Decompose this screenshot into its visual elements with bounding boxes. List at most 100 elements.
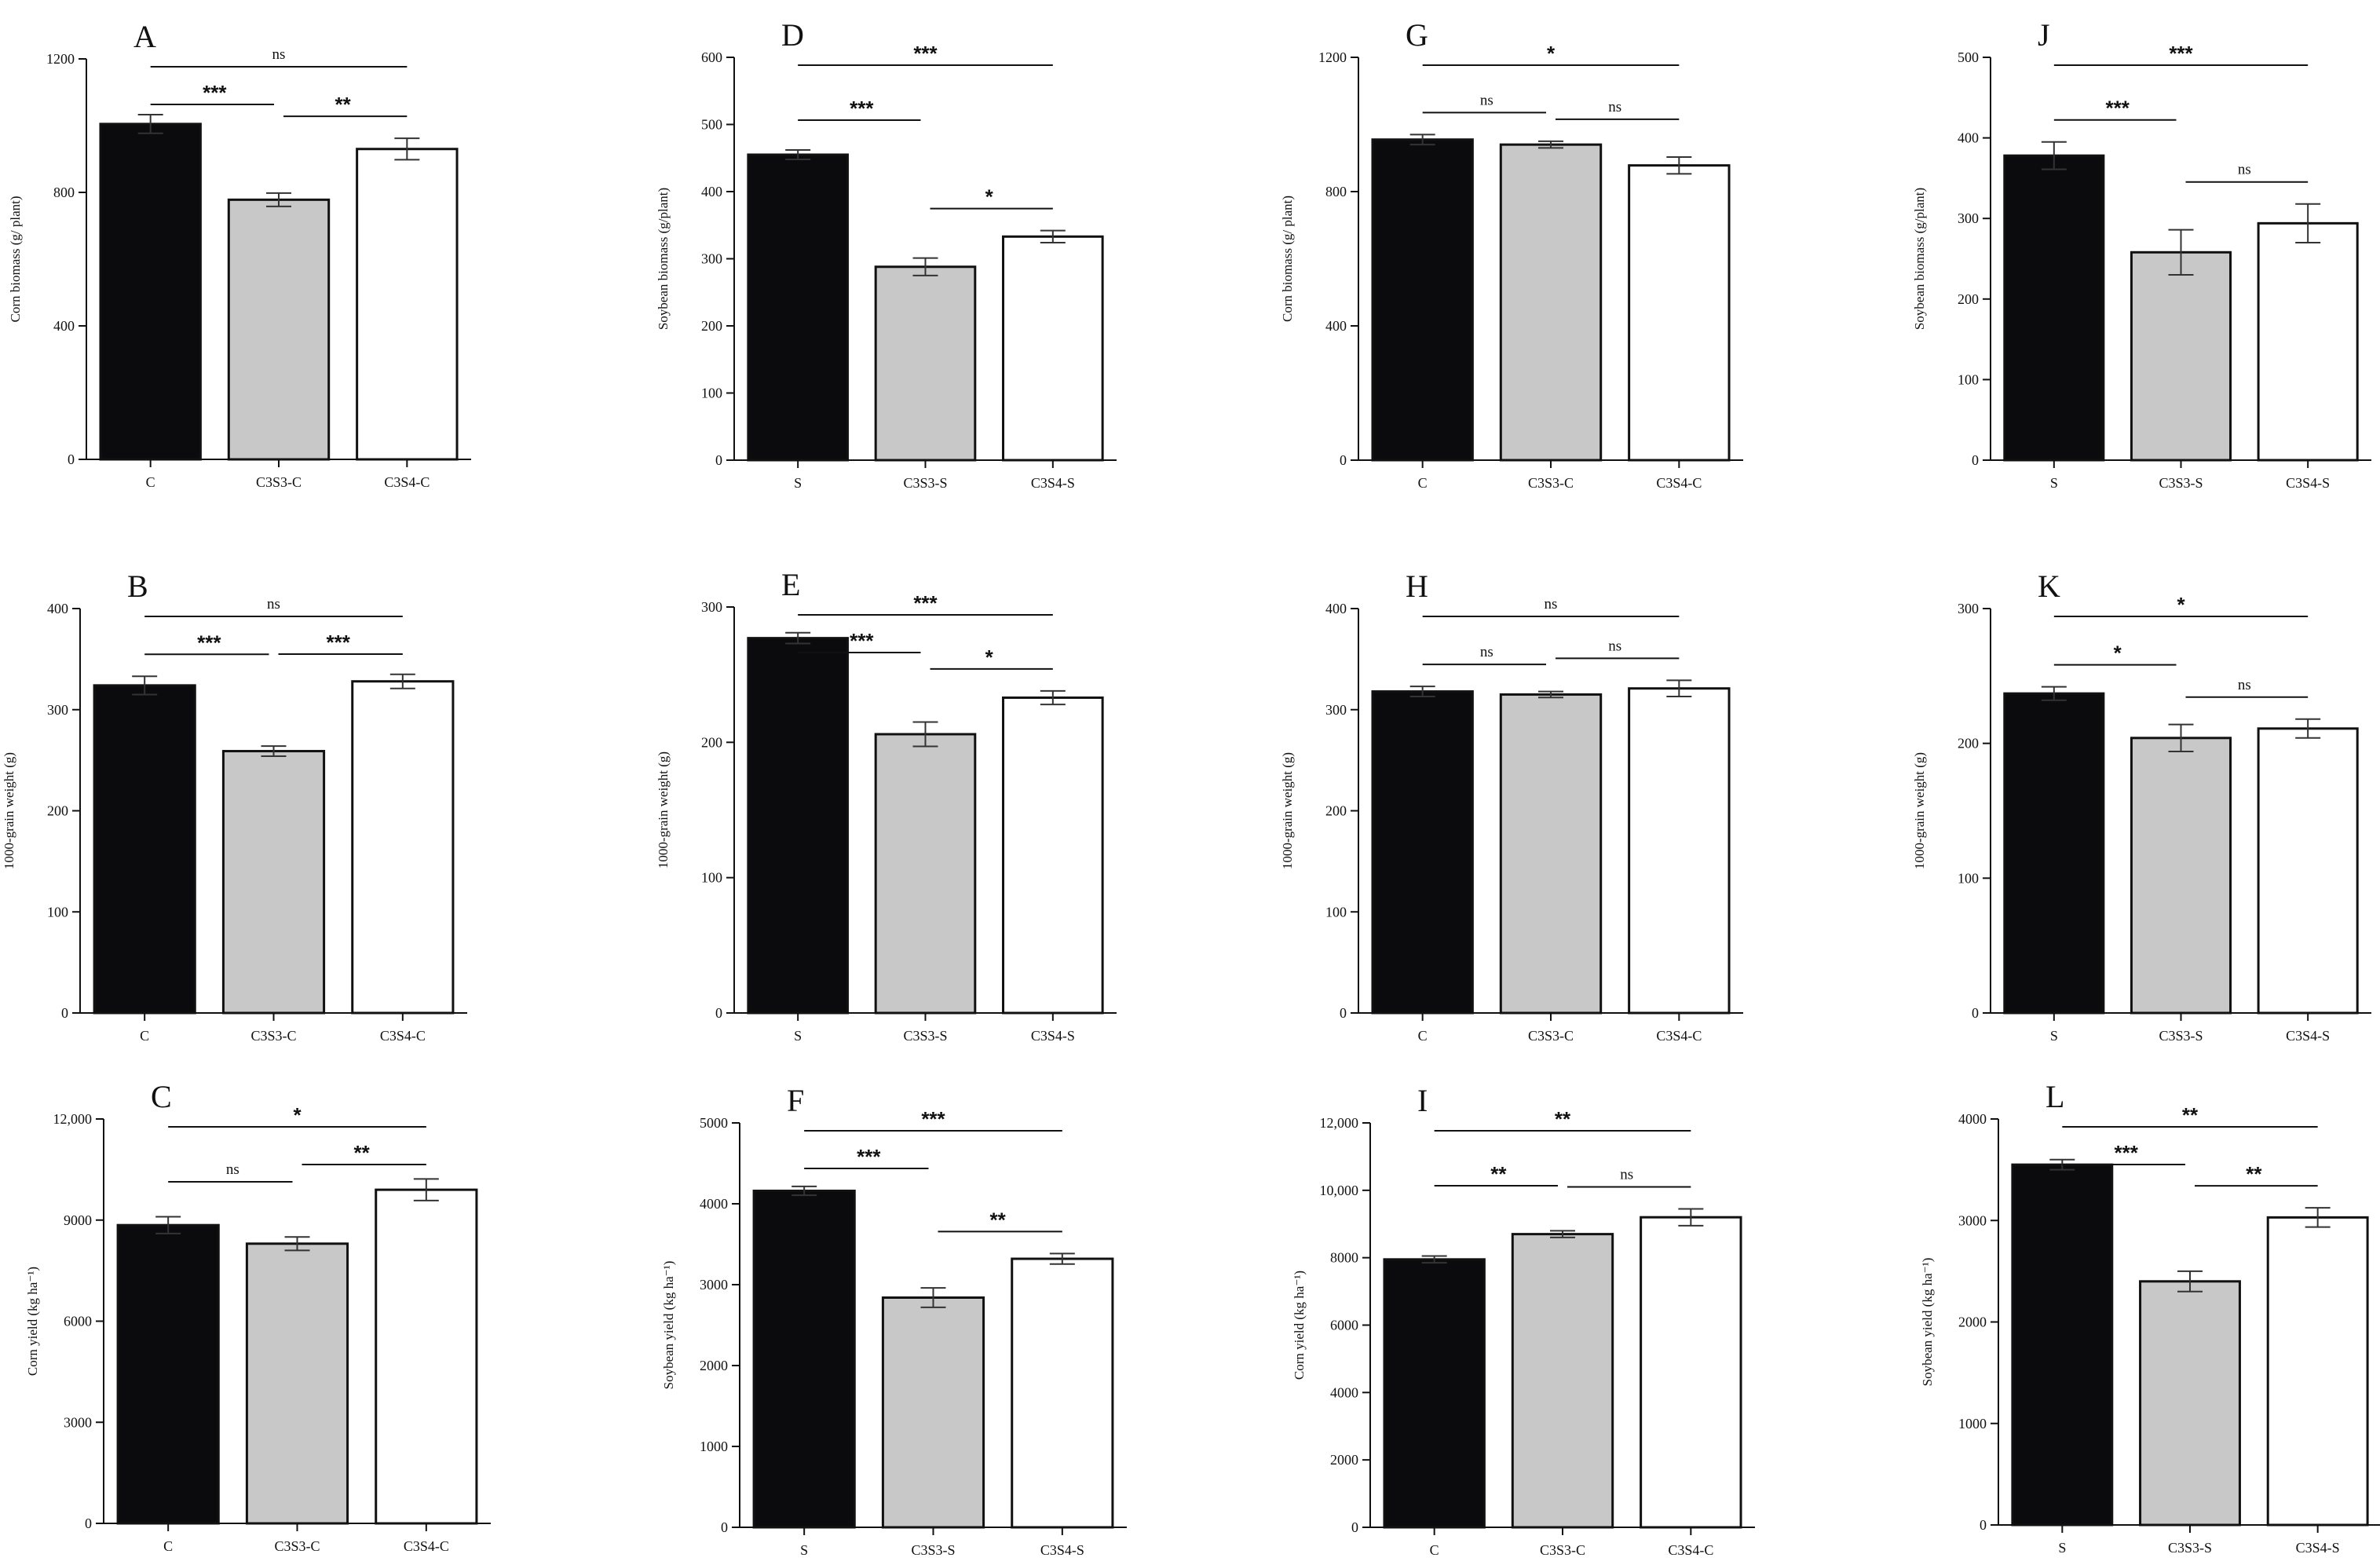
significance-label: ns — [2238, 162, 2251, 178]
x-tick-label: C3S3-S — [903, 1028, 947, 1044]
significance-label: * — [985, 645, 994, 669]
y-tick-label: 12,000 — [53, 1111, 93, 1127]
x-tick-label: C3S4-C — [1656, 1028, 1702, 1044]
x-tick-label: C3S3-C — [1528, 475, 1574, 491]
bar-c3s4-c — [1640, 1216, 1742, 1529]
bar-c3s4-c — [356, 148, 459, 461]
y-tick-label: 2000 — [1958, 1315, 1987, 1330]
x-tick-label: C3S4-S — [1040, 1542, 1084, 1558]
y-tick-label: 200 — [47, 803, 68, 819]
panel-d: D 0 100 200 300 400 500 600 Soybean biomass (g/p… — [656, 17, 1117, 491]
bar-c — [1371, 690, 1474, 1015]
bar-s — [747, 637, 849, 1015]
panel-letter: E — [781, 567, 800, 602]
y-axis-label: Corn yield (kg ha⁻¹) — [25, 1267, 40, 1376]
y-tick-label: 1200 — [46, 51, 75, 67]
y-tick-label: 0 — [1980, 1517, 1987, 1533]
x-tick-label: C — [1418, 475, 1428, 491]
y-axis-label: Corn biomass (g/ plant) — [8, 196, 23, 322]
y-tick-label: 10,000 — [1320, 1183, 1359, 1198]
y-tick-label: 3000 — [1958, 1212, 1987, 1228]
y-tick-label: 300 — [47, 702, 68, 718]
significance-label: * — [2114, 642, 2122, 665]
y-tick-label: 9000 — [64, 1212, 92, 1228]
x-tick-label: C3S3-C — [274, 1538, 320, 1554]
significance-label: ns — [1480, 644, 1493, 660]
panel-j: J 0 100 200 300 400 500 Soybean biomass (g/plan… — [1912, 17, 2371, 491]
bar-c3s4-c — [1628, 687, 1731, 1015]
panel-g: G 0 400 800 1200 Corn biomass (g/ plant) C C3S3… — [1280, 17, 1743, 491]
y-tick-label: 400 — [1958, 130, 1979, 146]
x-tick-label: C3S4-S — [2286, 475, 2330, 491]
y-axis-label: 1000-grain weight (g) — [2, 752, 16, 869]
y-tick-label: 200 — [701, 318, 722, 334]
bar-c3s4-c — [1628, 164, 1731, 462]
y-tick-label: 400 — [1325, 601, 1347, 616]
panel-letter: F — [787, 1083, 804, 1118]
significance-label: *** — [326, 631, 350, 654]
x-tick-label: C — [163, 1538, 173, 1554]
y-tick-label: 6000 — [1330, 1318, 1358, 1333]
y-axis-label: 1000-grain weight (g) — [656, 751, 671, 868]
y-tick-label: 200 — [1325, 803, 1347, 819]
panel-h: H 0 100 200 300 400 1000-grain weight (g) C C3S3… — [1280, 569, 1743, 1044]
bar-c — [1383, 1258, 1486, 1529]
panel-i: I 0 2000 4000 6000 8000 10,000 12,000 Corn yield… — [1292, 1083, 1755, 1558]
y-axis-label: 1000-grain weight (g) — [1912, 752, 1927, 869]
y-tick-label: 500 — [701, 117, 722, 133]
significance-label: *** — [2169, 42, 2193, 65]
y-tick-label: 600 — [701, 49, 722, 65]
significance-label: ** — [2182, 1103, 2199, 1127]
significance-label: ns — [1480, 92, 1493, 108]
y-tick-label: 100 — [1325, 904, 1347, 920]
x-tick-label: C3S4-S — [1031, 475, 1075, 491]
panel-e: E 0 100 200 300 1000-grain weight (g) S C3S3-S C… — [656, 567, 1117, 1044]
y-tick-label: 1000 — [700, 1439, 728, 1454]
y-tick-label: 400 — [701, 184, 722, 199]
significance-label: ** — [335, 93, 352, 116]
significance-label: ns — [272, 46, 286, 63]
significance-label: *** — [203, 81, 227, 104]
x-tick-label: C3S4-C — [404, 1538, 449, 1554]
x-tick-label: C — [1430, 1542, 1439, 1558]
y-tick-label: 3000 — [64, 1414, 92, 1430]
y-tick-label: 4000 — [1330, 1384, 1358, 1400]
x-tick-label: S — [794, 475, 802, 491]
y-axis-label: Soybean biomass (g/plant) — [1912, 188, 1927, 330]
y-tick-label: 0 — [61, 1005, 68, 1021]
y-tick-label: 8000 — [1330, 1250, 1358, 1266]
significance-label: *** — [913, 591, 938, 615]
x-tick-label: S — [2050, 475, 2058, 491]
x-tick-label: C3S4-S — [2296, 1540, 2340, 1556]
significance-label: * — [293, 1103, 302, 1127]
y-tick-label: 0 — [1340, 452, 1347, 468]
y-tick-label: 0 — [68, 452, 75, 467]
panel-c: C 0 3000 6000 9000 12,000 Corn yield (kg ha⁻¹)… — [25, 1079, 491, 1554]
x-tick-label: C3S4-C — [384, 474, 430, 490]
x-tick-label: C3S4-S — [1031, 1028, 1075, 1044]
y-tick-label: 800 — [53, 185, 75, 200]
y-tick-label: 0 — [1972, 452, 1979, 468]
x-tick-label: C3S3-C — [1528, 1028, 1574, 1044]
x-tick-label: S — [800, 1542, 808, 1558]
panel-letter: H — [1406, 569, 1428, 604]
y-tick-label: 5000 — [700, 1115, 728, 1131]
x-tick-label: C3S3-C — [1540, 1542, 1585, 1558]
significance-label: ns — [267, 596, 280, 612]
significance-label: ** — [354, 1141, 371, 1165]
x-tick-label: S — [2050, 1028, 2058, 1044]
significance-label: *** — [921, 1107, 945, 1131]
y-tick-label: 2000 — [700, 1358, 728, 1373]
bar-c3s4-s — [2257, 727, 2359, 1015]
x-tick-label: C — [1418, 1028, 1428, 1044]
significance-label: *** — [913, 42, 938, 65]
x-tick-label: S — [794, 1028, 802, 1044]
significance-label: ns — [2238, 677, 2251, 693]
x-tick-label: C3S3-S — [911, 1542, 955, 1558]
y-axis-label: Soybean yield (kg ha⁻¹) — [1920, 1258, 1935, 1387]
panel-letter: J — [2038, 17, 2050, 53]
y-tick-label: 0 — [1351, 1519, 1358, 1535]
panel-letter: A — [133, 19, 156, 54]
significance-label: ** — [1555, 1107, 1571, 1131]
bar-c3s4-c — [351, 680, 455, 1015]
